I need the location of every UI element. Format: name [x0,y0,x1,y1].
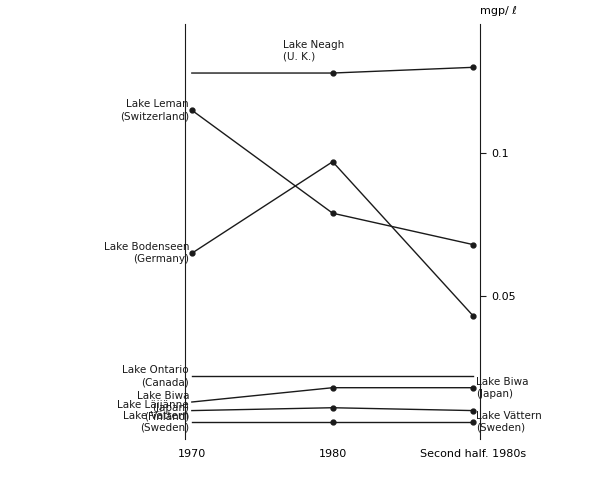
Text: Lake Biwa
(Japan): Lake Biwa (Japan) [137,391,189,413]
Text: Lake Vättern
(Sweden): Lake Vättern (Sweden) [123,411,189,433]
Text: Lake Vättern
(Sweden): Lake Vättern (Sweden) [476,411,542,433]
Text: Lake Leman
(Switzerland): Lake Leman (Switzerland) [120,100,189,121]
Text: Lake Bodenseen
(Germany): Lake Bodenseen (Germany) [103,243,189,264]
Text: Lake Neagh
(U. K.): Lake Neagh (U. K.) [283,40,344,61]
Text: mgp/ ℓ: mgp/ ℓ [480,6,517,16]
Text: Lake Läijänne
(Finland): Lake Läijänne (Finland) [118,400,189,422]
Text: Lake Ontario
(Canada): Lake Ontario (Canada) [123,366,189,387]
Text: Lake Biwa
(Japan): Lake Biwa (Japan) [476,377,529,399]
